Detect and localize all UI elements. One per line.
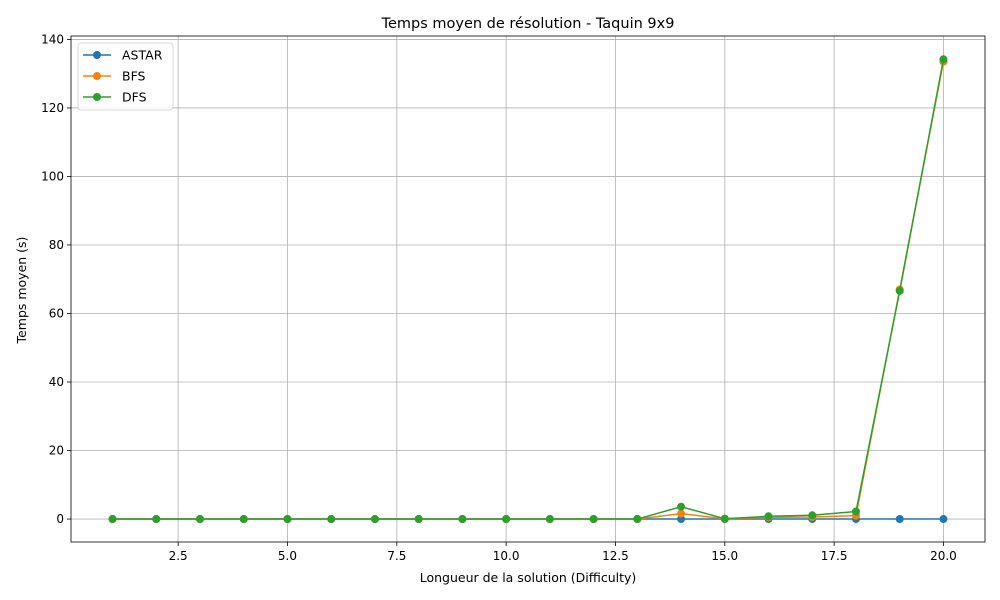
x-tick-label: 15.0 (711, 549, 738, 563)
y-axis-label: Temps moyen (s) (14, 237, 29, 345)
series-line (112, 59, 945, 520)
legend-box (77, 42, 174, 111)
legend-marker (93, 93, 101, 101)
x-tick-label: 17.5 (821, 549, 848, 563)
data-point (239, 515, 248, 524)
data-point (895, 515, 904, 524)
data-point (677, 509, 686, 518)
y-tick-label: 120 (41, 101, 64, 115)
data-point (545, 515, 554, 524)
data-point (851, 507, 860, 516)
data-point (677, 515, 686, 524)
data-point (895, 286, 904, 295)
data-point (589, 515, 598, 524)
x-tick-label: 12.5 (602, 549, 629, 563)
legend: ASTAR BFS DFS (77, 42, 174, 111)
series-layer (108, 55, 948, 524)
data-point (502, 515, 511, 524)
data-point (939, 55, 948, 64)
x-tick-label: 20.0 (930, 549, 957, 563)
y-tick-label: 100 (41, 169, 64, 183)
data-point (764, 512, 773, 521)
legend-label: ASTAR (122, 48, 163, 63)
legend-label: DFS (122, 90, 147, 105)
data-point (108, 515, 117, 524)
y-tick-label: 80 (49, 238, 64, 252)
data-point (327, 515, 336, 524)
data-point (152, 515, 161, 524)
y-tick-label: 60 (49, 306, 64, 320)
legend-marker (93, 51, 101, 59)
legend-item-bfs: BFS (83, 69, 146, 84)
data-point (633, 515, 642, 524)
x-tick-label: 10.0 (493, 549, 520, 563)
y-tick-label: 20 (49, 444, 64, 458)
data-point (939, 515, 948, 524)
data-point (414, 515, 423, 524)
x-tick-label: 2.5 (169, 549, 188, 563)
chart-title: Temps moyen de résolution - Taquin 9x9 (381, 16, 675, 32)
ticks: 2.5 5.0 7.5 10.0 12.5 15.0 17.5 20.0 0 20 40 60 80 10… (41, 32, 957, 563)
data-point (458, 515, 467, 524)
y-tick-label: 140 (41, 32, 64, 46)
legend-label: BFS (122, 69, 146, 84)
data-point (808, 511, 817, 520)
y-tick-label: 40 (49, 375, 64, 389)
x-tick-label: 5.0 (278, 549, 297, 563)
data-point (283, 515, 292, 524)
plot-frame (70, 35, 986, 543)
data-point (370, 515, 379, 524)
y-tick-label: 0 (56, 512, 64, 526)
x-axis-label: Longueur de la solution (Difficulty) (420, 570, 637, 585)
axes (70, 35, 986, 543)
legend-marker (93, 72, 101, 80)
data-point (677, 502, 686, 511)
x-tick-label: 7.5 (387, 549, 406, 563)
data-point (720, 514, 729, 523)
legend-item-dfs: DFS (83, 90, 147, 105)
data-point (196, 515, 205, 524)
series-dfs (108, 55, 948, 524)
legend-item-astar: ASTAR (83, 48, 163, 63)
